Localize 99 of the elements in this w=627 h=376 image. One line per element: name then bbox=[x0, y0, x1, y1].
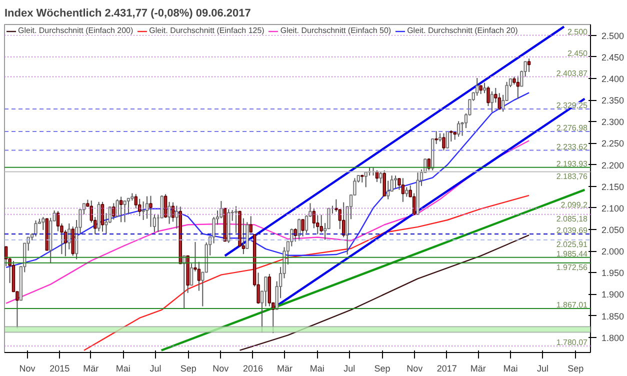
x-tick-label: Mai bbox=[503, 364, 518, 374]
x-tick-label: Sep bbox=[568, 364, 584, 374]
candlestick bbox=[446, 131, 450, 149]
candlestick bbox=[149, 195, 152, 228]
x-tick-label: Mär bbox=[470, 364, 486, 374]
ref-line-label: 2.233,62 bbox=[556, 142, 588, 152]
candlestick bbox=[412, 192, 416, 216]
candlestick bbox=[482, 82, 486, 94]
candlestick bbox=[498, 92, 501, 110]
x-tick-label: Nov bbox=[212, 364, 230, 374]
candlestick bbox=[249, 216, 252, 234]
candlestick bbox=[164, 194, 168, 218]
candlestick bbox=[119, 196, 123, 223]
line-series bbox=[5, 140, 530, 304]
y-tick-label: 2.000 bbox=[602, 246, 624, 257]
candlestick bbox=[434, 130, 438, 145]
ref-line-label: 2.403,87 bbox=[556, 68, 588, 78]
candlestick bbox=[123, 200, 126, 223]
x-tick-label: 2015 bbox=[50, 364, 70, 374]
candlestick bbox=[126, 197, 130, 215]
ref-line-label: 2.085,18 bbox=[556, 214, 588, 224]
ref-line-label: 2.450 bbox=[567, 48, 588, 58]
candlestick bbox=[476, 78, 479, 96]
candlestick bbox=[527, 58, 531, 72]
candlestick bbox=[175, 205, 178, 230]
candlestick bbox=[456, 120, 460, 138]
ref-line-label: 2.500 bbox=[567, 27, 588, 36]
candlestick bbox=[100, 201, 104, 232]
candlestick bbox=[152, 214, 156, 233]
x-tick-label: 2017 bbox=[436, 364, 457, 374]
candlestick bbox=[394, 175, 398, 189]
x-tick-label: Sep bbox=[180, 364, 196, 374]
y-tick-label: 2.050 bbox=[602, 225, 624, 235]
legend-label: Gleit. Durchschnitt (Einfach 200) bbox=[18, 26, 134, 35]
ref-line-label: 2.099,2 bbox=[560, 200, 588, 210]
y-tick-label: 2.200 bbox=[602, 160, 624, 170]
ref-line-label: 2.025,91 bbox=[556, 240, 588, 249]
x-tick-label: Nov bbox=[406, 364, 424, 374]
candlestick bbox=[401, 178, 405, 202]
ref-line-label: 1.985,44 bbox=[556, 249, 588, 258]
x-tick-label: Mai bbox=[310, 364, 324, 374]
ref-line-label: 1.780,07 bbox=[556, 338, 588, 347]
candlestick bbox=[168, 201, 171, 224]
y-tick-label: 1.950 bbox=[602, 268, 624, 278]
ref-line-label: 1.867,01 bbox=[556, 300, 588, 310]
x-tick-label: Mär bbox=[83, 364, 99, 374]
y-tick-label: 2.450 bbox=[602, 52, 624, 62]
ref-line-label: 1.972,56 bbox=[556, 262, 588, 272]
line-series bbox=[239, 234, 530, 351]
x-tick-label: 2016 bbox=[242, 364, 264, 374]
candlestick bbox=[386, 180, 390, 200]
legend-label: Gleit. Durchschnitt (Einfach 125) bbox=[149, 26, 264, 35]
y-tick-label: 2.350 bbox=[602, 96, 624, 106]
x-tick-label: Mai bbox=[116, 364, 130, 374]
y-tick-label: 2.300 bbox=[602, 117, 624, 128]
candlestick bbox=[382, 170, 386, 196]
candlestick bbox=[301, 218, 304, 237]
y-tick-label: 2.100 bbox=[602, 203, 624, 214]
candlestick bbox=[97, 201, 100, 232]
candlestick bbox=[64, 229, 68, 257]
x-tick-label: Sep bbox=[374, 364, 390, 374]
candlestick bbox=[516, 75, 520, 100]
x-tick-label: Mär bbox=[277, 364, 293, 374]
candlestick bbox=[42, 216, 45, 230]
x-tick-label: Jul bbox=[150, 364, 162, 374]
ref-line-label: 2.329,25 bbox=[556, 100, 588, 110]
ref-line-label: 2.183,76 bbox=[556, 172, 588, 181]
ref-line-label: 2.039,69 bbox=[556, 226, 588, 235]
candlestick bbox=[364, 172, 368, 188]
y-tick-label: 1.850 bbox=[602, 311, 624, 322]
candlestick bbox=[379, 171, 382, 184]
candlestick bbox=[405, 186, 408, 198]
line-series bbox=[83, 194, 530, 351]
y-tick-label: 2.500 bbox=[602, 30, 624, 41]
candlestick bbox=[138, 198, 142, 217]
x-tick-label: Jul bbox=[537, 364, 549, 374]
x-tick-label: Jul bbox=[344, 364, 356, 374]
chart-title: Index Wöchentlich 2.431,77 (-0,08%) 09.06.2017 bbox=[4, 8, 251, 20]
candlestick bbox=[297, 218, 301, 242]
y-tick-label: 1.900 bbox=[602, 290, 624, 300]
legend-label: Gleit. Durchschnitt (Einfach 50) bbox=[280, 26, 392, 35]
y-tick-label: 2.150 bbox=[602, 182, 624, 192]
candlestick bbox=[234, 206, 238, 234]
ref-line-label: 2.193,93 bbox=[556, 159, 588, 168]
y-tick-label: 2.400 bbox=[602, 74, 624, 84]
y-tick-label: 2.250 bbox=[602, 138, 624, 149]
candlestick bbox=[34, 220, 38, 237]
candlestick bbox=[490, 90, 494, 113]
candlestick bbox=[442, 132, 446, 152]
candlestick bbox=[142, 200, 145, 221]
legend-label: Gleit. Durchschnitt (Einfach 20) bbox=[407, 26, 518, 35]
candlestick bbox=[450, 130, 453, 142]
x-tick-label: Nov bbox=[19, 364, 36, 374]
candlestick bbox=[112, 202, 116, 220]
y-tick-label: 1.800 bbox=[602, 332, 624, 343]
candlestick bbox=[197, 261, 201, 292]
candlestick bbox=[264, 276, 268, 307]
ref-line-label: 2.276,98 bbox=[556, 124, 588, 133]
line-series bbox=[5, 92, 530, 268]
